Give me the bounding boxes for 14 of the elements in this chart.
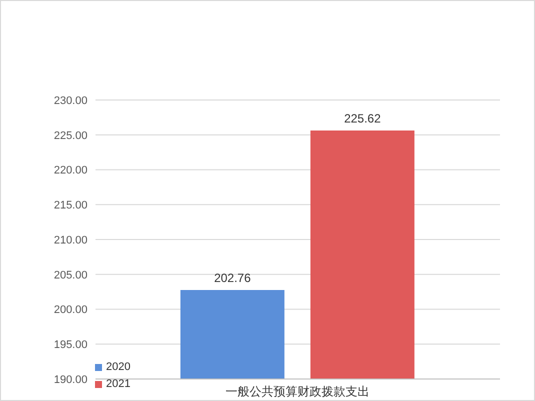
y-tick-label: 215.00	[54, 200, 88, 212]
x-tick-label: 一般公共预算财政拨款支出	[226, 384, 370, 399]
data-label: 202.76	[214, 271, 252, 285]
y-tick-label: 210.00	[54, 234, 88, 246]
y-tick-label: 230.00	[54, 94, 88, 107]
y-tick-label: 220.00	[54, 164, 88, 177]
legend-label: 2021	[106, 378, 130, 390]
y-tick-label: 195.00	[54, 339, 88, 352]
y-tick-label: 205.00	[54, 269, 88, 282]
y-tick-label: 225.00	[54, 130, 88, 142]
legend-label: 2020	[106, 361, 130, 373]
y-tick-label: 200.00	[54, 304, 88, 316]
data-label: 225.62	[344, 112, 382, 126]
y-tick-label: 190.00	[54, 374, 88, 386]
